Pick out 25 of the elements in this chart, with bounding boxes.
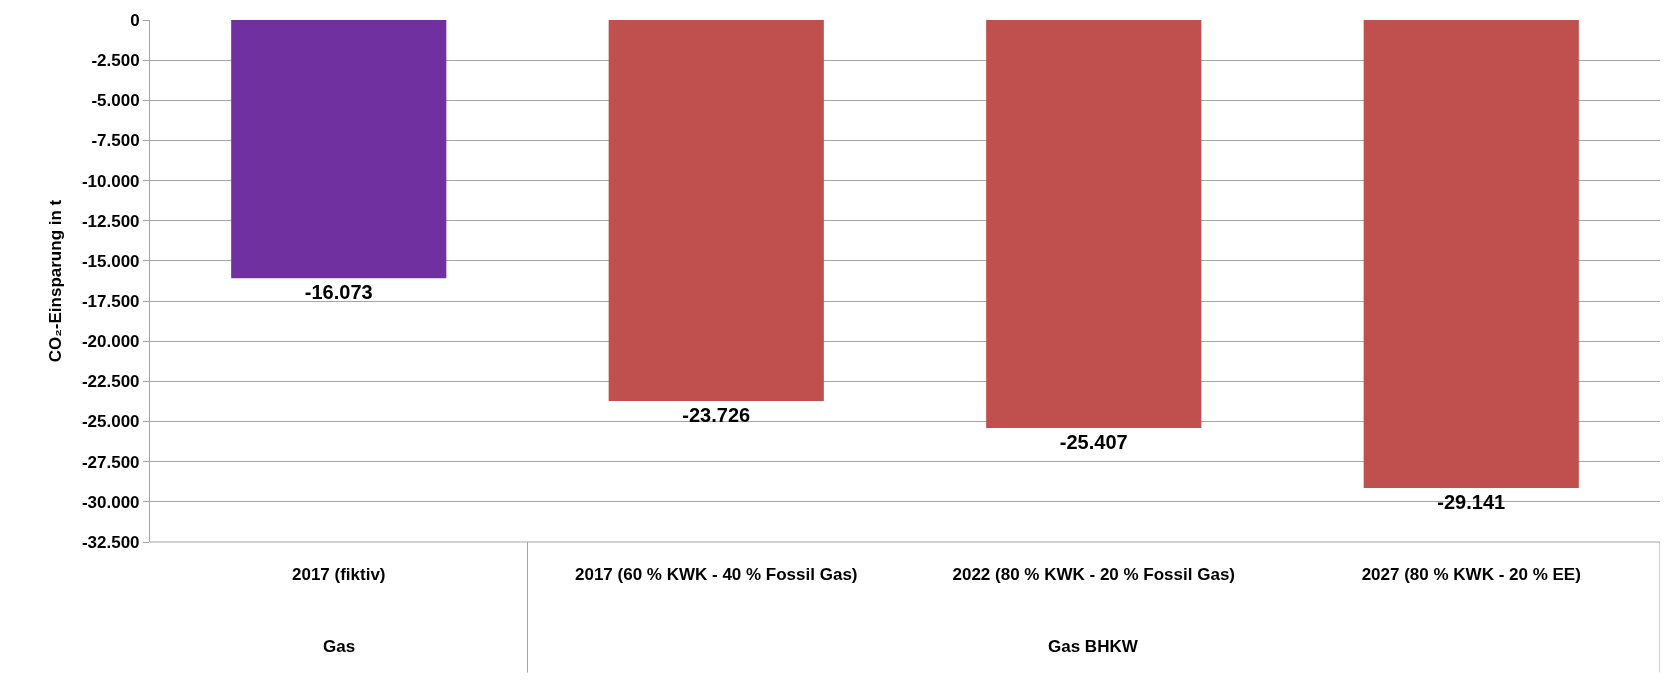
data-label: -16.073 xyxy=(304,281,373,304)
x-tick-label: 2017 (60 % KWK - 40 % Fossil Gas) xyxy=(575,565,858,584)
y-tick-label: -22.500 xyxy=(81,372,140,392)
y-tick-label: -20.000 xyxy=(81,332,140,352)
y-tick-label: -10.000 xyxy=(81,171,140,191)
y-tick-label: -32.500 xyxy=(81,532,140,552)
x-tick-label: 2022 (80 % KWK - 20 % Fossil Gas) xyxy=(952,565,1235,584)
y-tick-label: -30.000 xyxy=(81,492,140,512)
text: Gas BHKW xyxy=(1048,637,1139,656)
x-tick-label: 2017 (fiktiv) xyxy=(291,565,386,584)
y-tick-label: 0 xyxy=(130,10,140,30)
y-tick-label: -5.000 xyxy=(91,91,140,111)
y-axis-title: CO₂-Einsparung in t xyxy=(46,199,66,363)
y-tick-label: -2.500 xyxy=(91,51,140,71)
data-label: -23.726 xyxy=(682,404,751,427)
data-label: -25.407 xyxy=(1059,431,1128,454)
y-tick-label: -17.500 xyxy=(81,292,140,312)
data-label: -29.141 xyxy=(1437,491,1506,514)
text: Gas xyxy=(323,637,356,656)
y-tick-label: -12.500 xyxy=(81,211,140,231)
y-tick-label: -27.500 xyxy=(81,452,140,472)
x-tick-label: 2027 (80 % KWK - 20 % EE) xyxy=(1361,565,1581,584)
y-tick-label: -25.000 xyxy=(81,412,140,432)
y-tick-label: -7.500 xyxy=(91,131,140,151)
y-tick-label: -15.000 xyxy=(81,251,140,271)
